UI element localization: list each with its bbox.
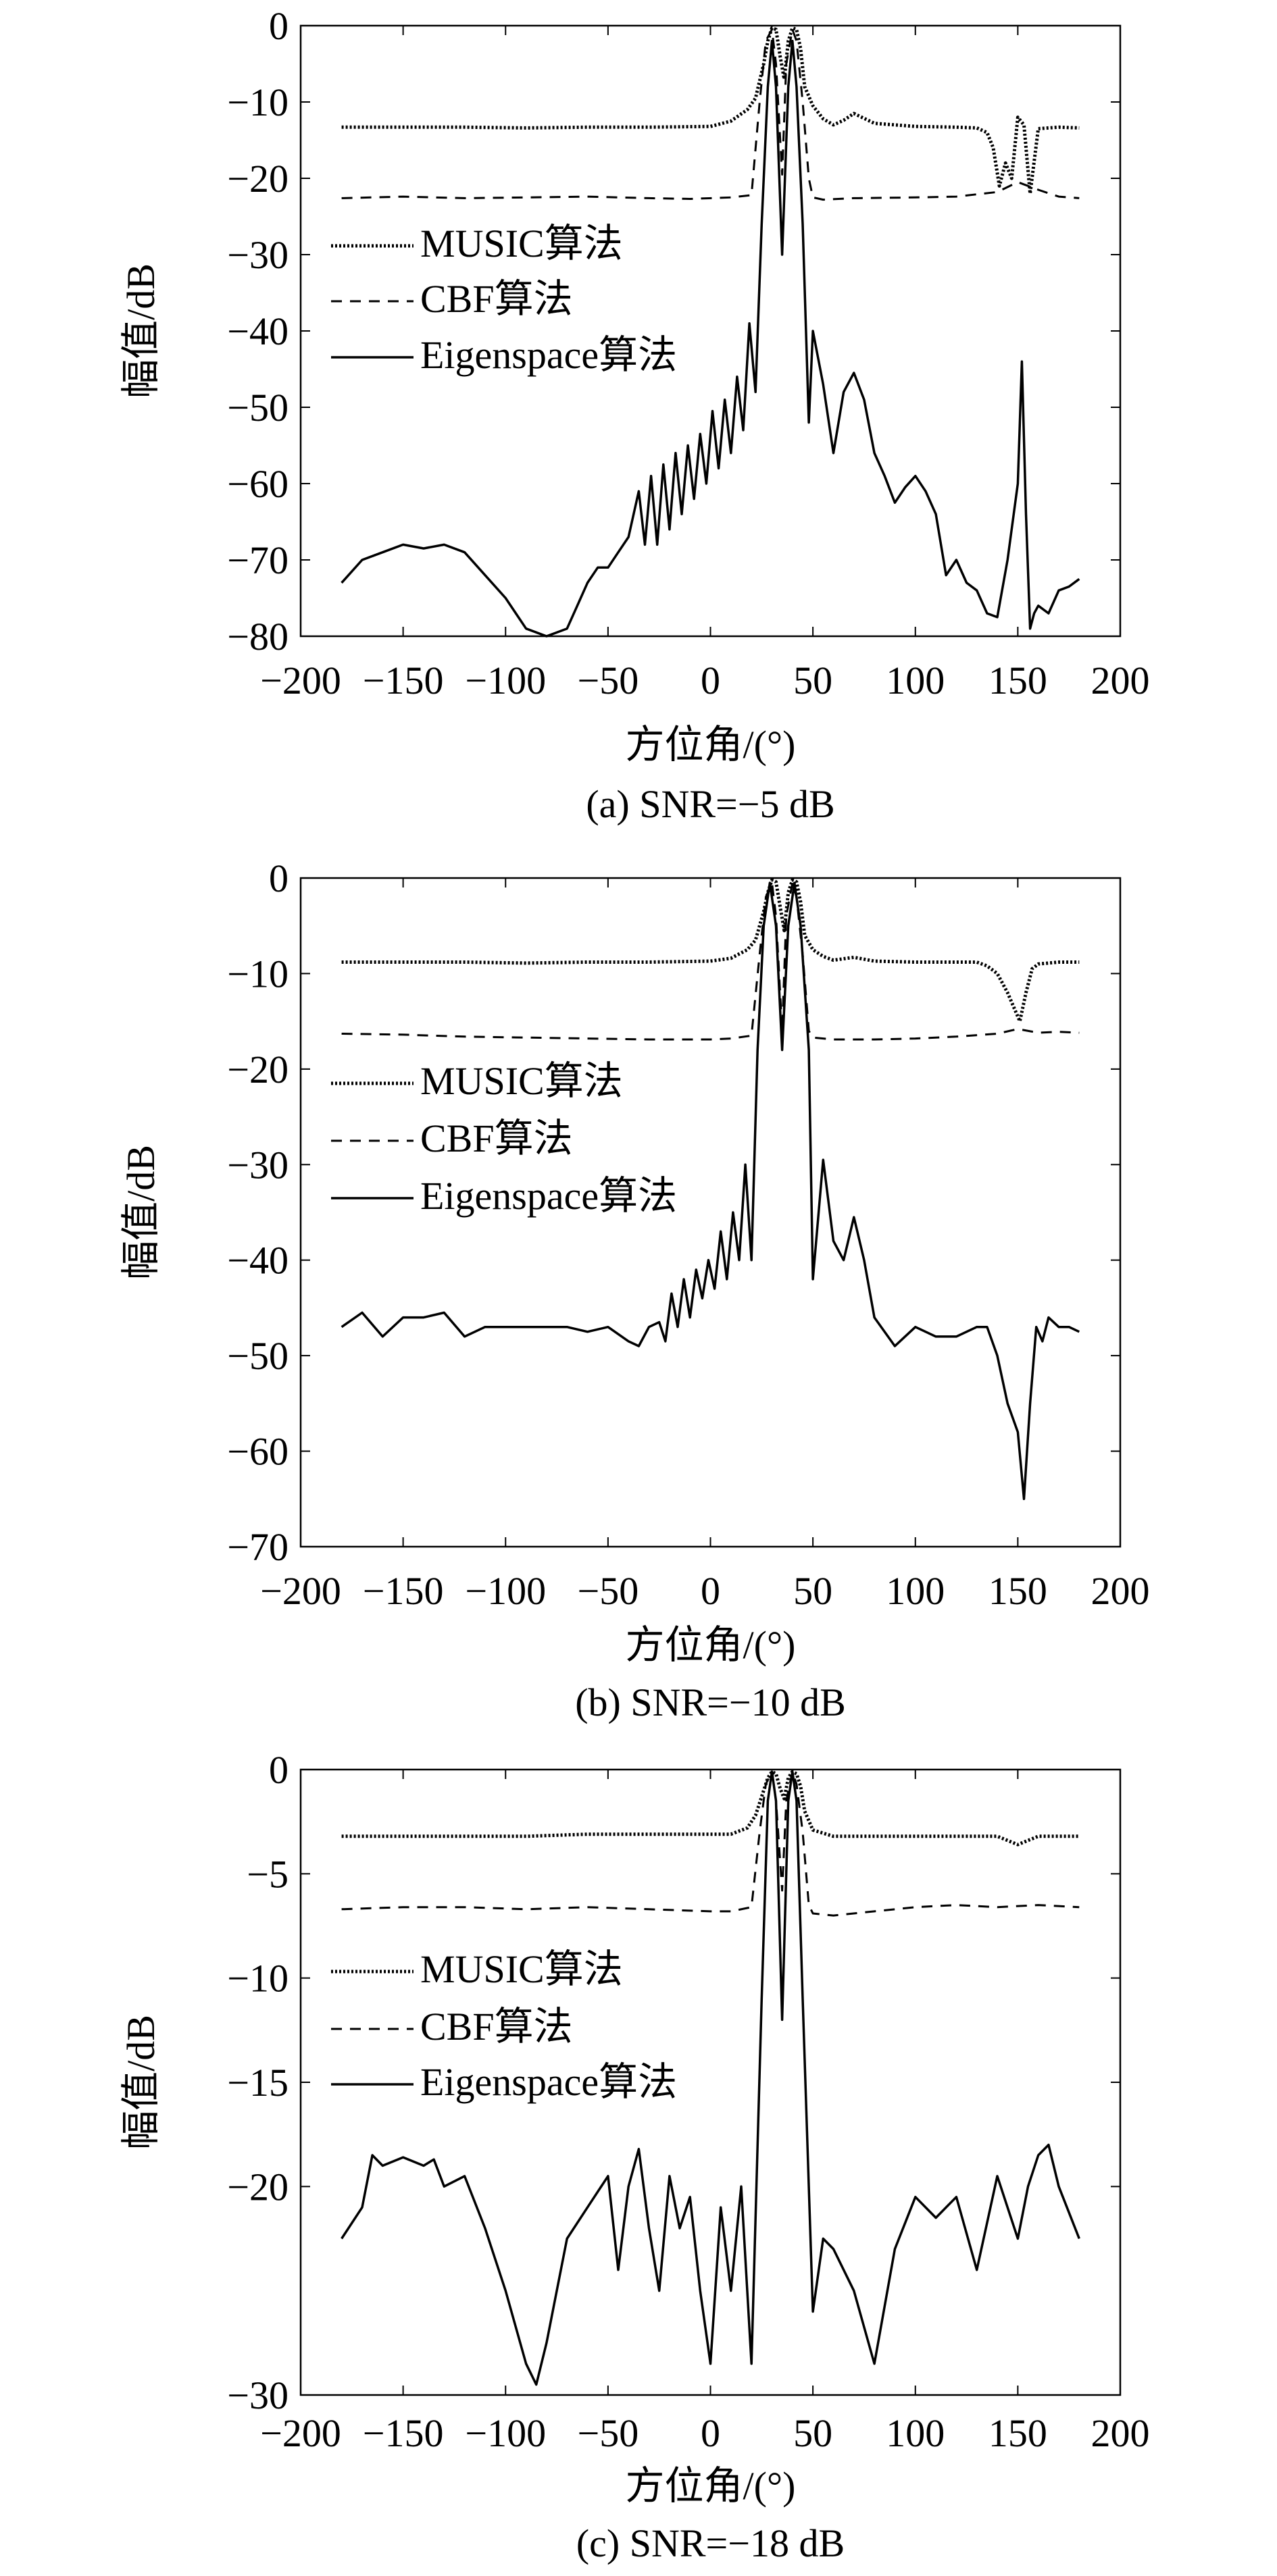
series-line-2 (341, 39, 1080, 638)
x-tick-label: −100 (465, 2411, 546, 2455)
y-tick-label: −15 (227, 2061, 289, 2105)
x-tick-label: 0 (701, 2411, 720, 2455)
y-tick-label: −20 (227, 2165, 289, 2209)
y-tick-label: −10 (227, 1957, 289, 2001)
series-line-0 (341, 878, 1080, 1023)
y-axis-label: 幅值/dB (119, 1145, 163, 1280)
y-tick-label: −50 (227, 386, 289, 430)
series-line-1 (341, 28, 1080, 201)
x-axis-label: 方位角/(°) (626, 1623, 796, 1667)
x-tick-label: 150 (988, 659, 1047, 702)
y-axis-label: 幅值/dB (119, 263, 163, 398)
series-line-2 (341, 881, 1080, 1501)
y-axis-label: 幅值/dB (119, 2015, 163, 2150)
x-tick-label: 50 (793, 1569, 832, 1613)
legend-label-2: Eigenspace算法 (420, 1174, 677, 1218)
series-line-1 (341, 1770, 1080, 1917)
x-tick-label: −150 (363, 1569, 444, 1613)
legend-label-2: Eigenspace算法 (420, 2060, 677, 2104)
y-tick-label: −30 (227, 2373, 289, 2417)
x-tick-label: −50 (578, 1569, 639, 1613)
x-tick-label: −50 (578, 2411, 639, 2455)
x-tick-label: −150 (363, 2411, 444, 2455)
x-tick-label: 150 (988, 1569, 1047, 1613)
plot-frame (299, 24, 1122, 638)
x-axis-label: 方位角/(°) (626, 723, 796, 767)
x-tick-label: 200 (1091, 2411, 1150, 2455)
y-tick-label: −80 (227, 615, 289, 659)
chart-caption: (c) SNR=−18 dB (576, 2521, 845, 2565)
chart-panel-0: −200 −150 −100 −50 0 50 100 150 200 0 −10 −20 −30 −40… (119, 4, 1150, 826)
chart-caption: (a) SNR=−5 dB (586, 782, 834, 826)
x-tick-label: 50 (793, 659, 832, 702)
legend-label-0: MUSIC算法 (420, 1947, 623, 1991)
y-tick-label: 0 (269, 4, 289, 48)
x-tick-label: −200 (260, 659, 341, 702)
legend-label-1: CBF算法 (420, 2005, 573, 2049)
y-tick-label: −70 (227, 538, 289, 582)
chart-panel-2: −200 −150 −100 −50 0 50 100 150 200 0 −5 −10 −15 −20 −… (119, 1748, 1150, 2565)
legend-label-2: Eigenspace算法 (420, 333, 677, 377)
x-tick-label: 100 (886, 1569, 945, 1613)
x-tick-label: −50 (578, 659, 639, 702)
x-tick-label: 200 (1091, 1569, 1150, 1613)
series-line-2 (341, 1770, 1080, 2386)
y-tick-label: −50 (227, 1334, 289, 1378)
y-tick-label: −40 (227, 309, 289, 353)
legend-label-0: MUSIC算法 (420, 1059, 623, 1103)
y-tick-label: −10 (227, 952, 289, 996)
x-tick-label: 100 (886, 659, 945, 702)
y-tick-label: 0 (269, 856, 289, 900)
y-tick-label: −60 (227, 462, 289, 506)
series-line-1 (341, 881, 1080, 1041)
y-tick-label: −40 (227, 1239, 289, 1283)
y-tick-label: 0 (269, 1748, 289, 1792)
y-tick-label: −10 (227, 80, 289, 124)
x-tick-label: −100 (465, 659, 546, 702)
legend-label-1: CBF算法 (420, 1116, 573, 1160)
legend-label-1: CBF算法 (420, 277, 573, 321)
y-tick-label: −20 (227, 157, 289, 201)
y-tick-label: −70 (227, 1525, 289, 1569)
x-tick-label: −200 (260, 1569, 341, 1613)
x-tick-label: 0 (701, 659, 720, 702)
y-tick-label: −20 (227, 1048, 289, 1091)
y-tick-label: −5 (247, 1852, 289, 1896)
chart-panel-1: −200 −150 −100 −50 0 50 100 150 200 0 −10 −20 −30 −40… (119, 856, 1150, 1724)
x-axis-label: 方位角/(°) (626, 2464, 796, 2508)
series-line-0 (341, 1770, 1080, 1847)
x-tick-label: −200 (260, 2411, 341, 2455)
legend-label-0: MUSIC算法 (420, 222, 623, 265)
x-tick-label: 150 (988, 2411, 1047, 2455)
y-tick-label: −30 (227, 1143, 289, 1187)
x-tick-label: −100 (465, 1569, 546, 1613)
x-tick-label: −150 (363, 659, 444, 702)
x-tick-label: 50 (793, 2411, 832, 2455)
y-tick-label: −30 (227, 233, 289, 277)
y-tick-label: −60 (227, 1430, 289, 1474)
series-line-0 (341, 26, 1080, 196)
x-tick-label: 0 (701, 1569, 720, 1613)
chart-caption: (b) SNR=−10 dB (575, 1680, 846, 1724)
x-tick-label: 200 (1091, 659, 1150, 702)
x-tick-label: 100 (886, 2411, 945, 2455)
